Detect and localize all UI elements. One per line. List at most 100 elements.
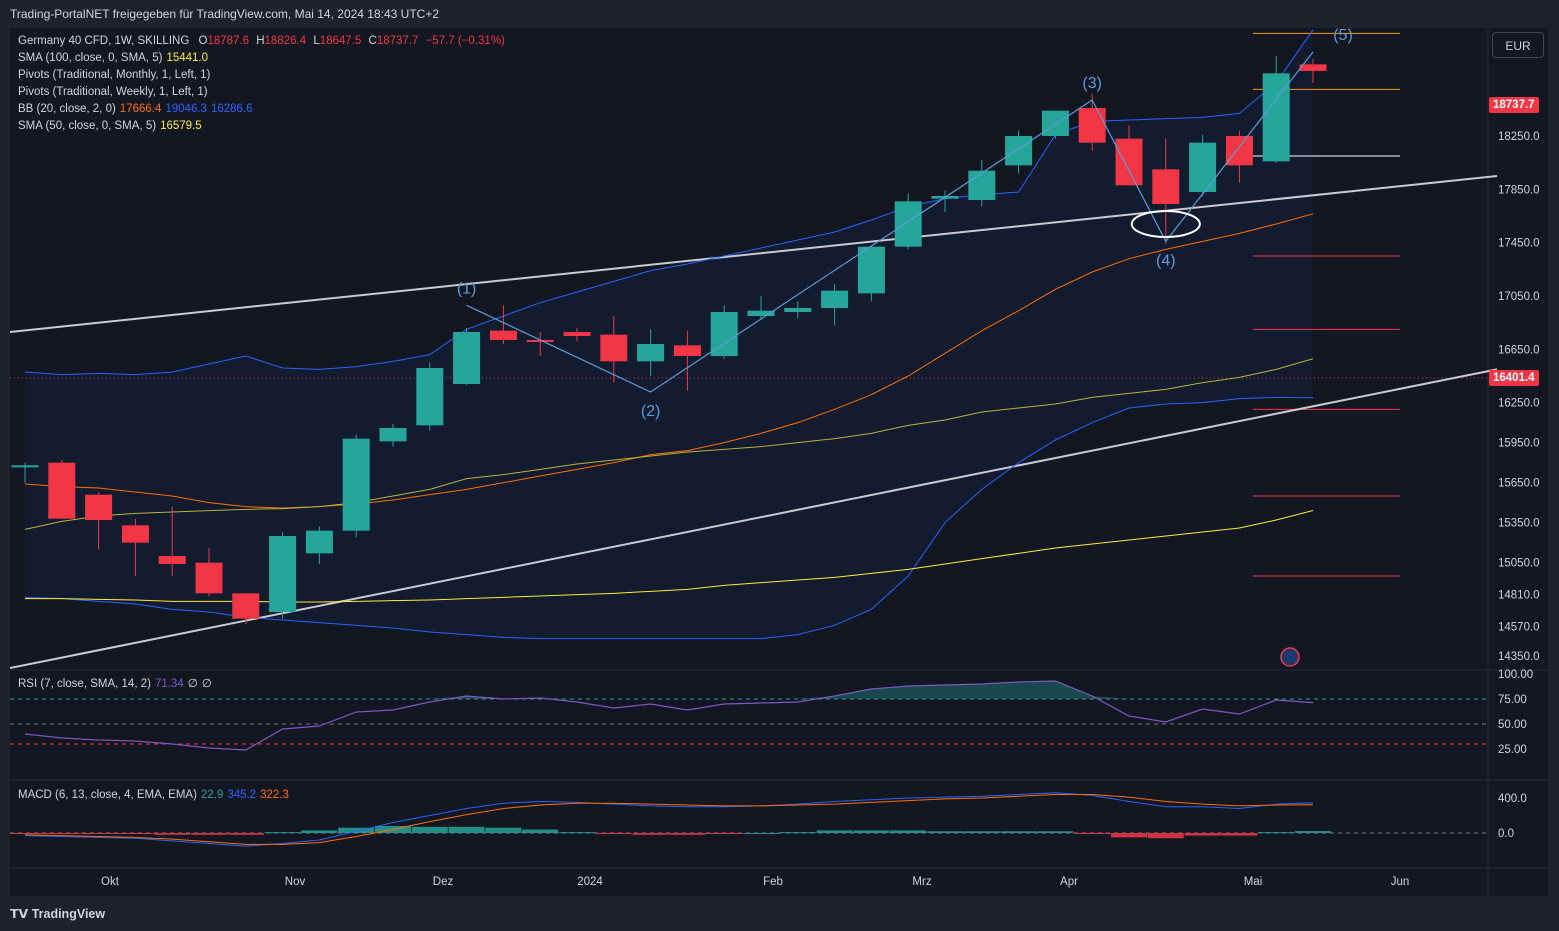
legend-sma100-label: SMA (100, close, 0, SMA, 5) bbox=[18, 52, 163, 64]
candle-body bbox=[563, 332, 591, 336]
legend-sma100[interactable]: SMA (100, close, 0, SMA, 5) 15441.0 bbox=[18, 50, 208, 67]
price-axis-tick: 18250.0 bbox=[1498, 131, 1540, 143]
candle-body bbox=[1078, 108, 1106, 143]
macd-histogram-bar bbox=[10, 833, 43, 834]
macd-histogram-bar bbox=[559, 832, 595, 834]
candle-body bbox=[1115, 138, 1143, 186]
legend-bb-upper: 19046.3 bbox=[165, 103, 207, 115]
candle-body bbox=[232, 593, 260, 619]
candle-body bbox=[1041, 110, 1069, 136]
time-axis-label: Dez bbox=[433, 876, 454, 888]
price-axis-tick: 14350.0 bbox=[1498, 651, 1540, 663]
tv-icon: 𝗧𝗩 bbox=[10, 907, 32, 921]
legend-bb[interactable]: BB (20, close, 2, 0) 17666.4 19046.3 16286.… bbox=[18, 101, 253, 118]
alert-icon bbox=[1280, 647, 1300, 667]
price-axis-tick: 16250.0 bbox=[1498, 398, 1540, 410]
candle-body bbox=[11, 465, 39, 468]
macd-histogram-bar bbox=[1295, 830, 1331, 833]
macd-histogram-bar bbox=[43, 833, 80, 834]
currency-button[interactable]: EUR bbox=[1492, 32, 1544, 58]
price-axis-tick: 17850.0 bbox=[1498, 184, 1540, 196]
legend-low-label: L bbox=[313, 35, 320, 47]
legend-rsi-extra2: ∅ bbox=[201, 678, 212, 690]
candle-body bbox=[747, 310, 775, 316]
legend-rsi-label: RSI (7, close, SMA, 14, 2) bbox=[18, 678, 151, 690]
macd-histogram-bar bbox=[154, 833, 191, 835]
legend-macd-signal: 322.3 bbox=[260, 789, 289, 801]
candle-body bbox=[195, 562, 223, 594]
candle-body bbox=[305, 530, 333, 554]
legend-bb-label: BB (20, close, 2, 0) bbox=[18, 103, 116, 115]
macd-histogram-bar bbox=[522, 829, 559, 833]
candle-body bbox=[489, 330, 517, 340]
wave-label: (1) bbox=[457, 280, 477, 297]
candle-body bbox=[784, 308, 812, 312]
legend-rsi-value: 71.34 bbox=[154, 678, 184, 690]
macd-histogram-bar bbox=[632, 833, 669, 835]
candle-body bbox=[600, 334, 628, 362]
candle-body bbox=[269, 536, 297, 612]
macd-histogram-bar bbox=[927, 831, 963, 833]
price-axis-tick: 17450.0 bbox=[1498, 238, 1540, 250]
time-axis-label: Mai bbox=[1244, 876, 1263, 888]
rsi-line bbox=[24, 680, 1314, 751]
publisher-text: Trading-PortalNET freigegeben für Tradin… bbox=[10, 7, 440, 21]
price-axis-tick: 15350.0 bbox=[1498, 518, 1540, 530]
macd-histogram-bar bbox=[779, 832, 816, 834]
price-axis-tick: 16650.0 bbox=[1498, 344, 1540, 356]
macd-histogram-bar bbox=[595, 833, 632, 834]
price-axis-tick: 15050.0 bbox=[1498, 558, 1540, 570]
legend-rsi[interactable]: RSI (7, close, SMA, 14, 2) 71.34 ∅ ∅ bbox=[18, 676, 212, 693]
legend-pivots-weekly[interactable]: Pivots (Traditional, Weekly, 1, Left, 1) bbox=[18, 84, 208, 101]
macd-histogram-bar bbox=[1184, 833, 1221, 836]
time-axis-label: Jun bbox=[1391, 876, 1410, 888]
publisher-bar: Trading-PortalNET freigegeben für Tradin… bbox=[0, 0, 1559, 28]
macd-histogram-bar bbox=[1000, 831, 1037, 833]
bb-fill bbox=[25, 29, 1313, 639]
time-axis-label: Feb bbox=[763, 876, 783, 888]
wave-label: (4) bbox=[1156, 252, 1176, 269]
candle-body bbox=[1189, 142, 1217, 192]
legend-high: 18826.4 bbox=[264, 35, 307, 47]
rsi-axis-tick: 75.00 bbox=[1498, 694, 1527, 706]
wave-count-line bbox=[466, 51, 1314, 393]
macd-histogram-bar bbox=[301, 830, 338, 833]
bb-basis-line bbox=[24, 213, 1314, 509]
macd-histogram-bar bbox=[1074, 833, 1111, 834]
macd-histogram-bar bbox=[117, 833, 154, 834]
macd-histogram-bar bbox=[853, 830, 890, 833]
tradingview-logo[interactable]: 𝗧𝗩 TradingView bbox=[10, 906, 105, 921]
macd-histogram-bar bbox=[191, 833, 227, 835]
price-axis-tick: 15950.0 bbox=[1498, 438, 1540, 450]
candle-body bbox=[1225, 136, 1253, 166]
macd-histogram-bar bbox=[890, 830, 927, 833]
chart-svg[interactable]: (1) (2) (3) (4) (5) 18250.0 17850.0 17450.0 1705… bbox=[10, 28, 1548, 896]
legend-pivots-monthly[interactable]: Pivots (Traditional, Monthly, 1, Left, 1… bbox=[18, 67, 210, 84]
macd-histogram-bar bbox=[411, 826, 448, 833]
wave-label: (3) bbox=[1082, 75, 1102, 92]
macd-histogram-bar bbox=[816, 830, 853, 833]
candle-body bbox=[416, 368, 444, 426]
legend-high-label: H bbox=[256, 35, 265, 47]
candle-body bbox=[453, 332, 481, 384]
legend-macd[interactable]: MACD (6, 13, close, 4, EMA, EMA) 22.9 345.… bbox=[18, 787, 289, 804]
macd-histogram-bar bbox=[338, 827, 375, 833]
candle-body bbox=[1299, 64, 1327, 71]
candle-body bbox=[1005, 136, 1033, 166]
price-axis-tick: 14570.0 bbox=[1498, 622, 1540, 634]
legend-bb-lower: 16286.6 bbox=[210, 103, 253, 115]
macd-signal-line bbox=[24, 794, 1314, 845]
macd-histogram-bar bbox=[264, 832, 301, 834]
legend-bb-basis: 17666.4 bbox=[119, 103, 162, 115]
macd-histogram-bar bbox=[1037, 831, 1074, 833]
legend-close: 18737.7 bbox=[376, 35, 419, 47]
legend-macd-value: 345.2 bbox=[227, 789, 257, 801]
chart-frame[interactable]: (1) (2) (3) (4) (5) 18250.0 17850.0 17450.0 1705… bbox=[10, 28, 1548, 896]
legend-low: 18647.5 bbox=[319, 35, 362, 47]
time-axis-label: Okt bbox=[101, 876, 120, 888]
candle-body bbox=[158, 556, 186, 564]
sma100-line bbox=[24, 358, 1314, 530]
candle-body bbox=[342, 438, 370, 531]
legend-sma50[interactable]: SMA (50, close, 0, SMA, 5) 16579.5 bbox=[18, 118, 202, 135]
rsi-axis-tick: 100.00 bbox=[1498, 669, 1533, 681]
